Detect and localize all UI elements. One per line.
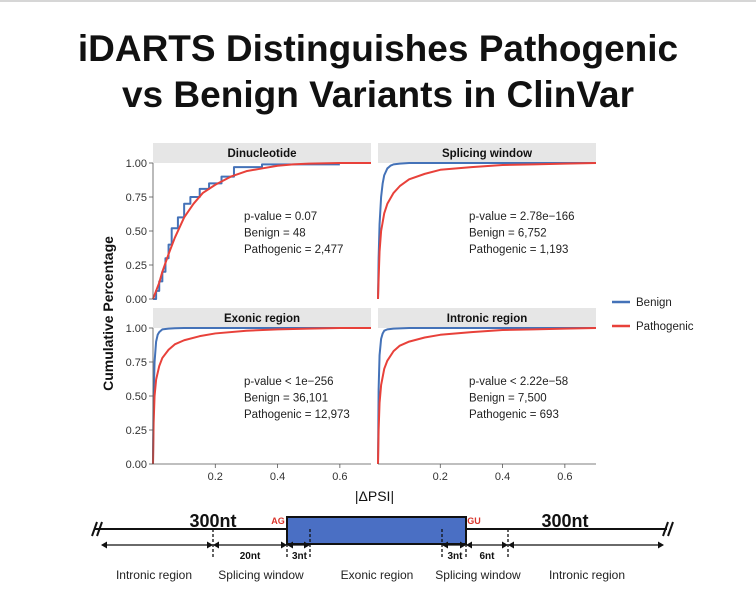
stat-text: Benign = 48: [244, 228, 306, 240]
break-mark: [662, 521, 669, 537]
legend-label-pathogenic: Pathogenic: [636, 321, 694, 333]
left-window-size: 20nt: [240, 551, 261, 562]
plot-area: [153, 163, 371, 299]
arrow-head-right: [304, 541, 310, 549]
facet-title: Splicing window: [442, 148, 532, 160]
facet-panel-exonic-region: Exonic region p-value < 1e−256 Benign = 36…: [126, 308, 371, 483]
arrow-head-left: [442, 541, 448, 549]
y-tick-label: 0.50: [126, 391, 147, 403]
facet-strip: [378, 143, 596, 163]
y-tick-label: 0.00: [126, 294, 147, 306]
stat-text: p-value < 1e−256: [244, 376, 334, 388]
facet-strip: [378, 308, 596, 328]
arrow-head-left: [101, 541, 107, 549]
stat-text: Pathogenic = 2,477: [244, 244, 343, 256]
span-arrow: [287, 541, 310, 549]
y-tick-label: 0.00: [126, 459, 147, 471]
facet-strip: [153, 143, 371, 163]
slide-title-line-2: vs Benign Variants in ClinVar: [121, 74, 634, 115]
series-line-benign: [377, 327, 596, 465]
acceptor-site-label: AG: [271, 516, 285, 526]
donor-site-label: GU: [467, 516, 481, 526]
region-schematic: 300nt 300nt AG GU 20nt 3nt 3nt 6nt Intronic regi…: [91, 511, 674, 582]
stat-text: Benign = 6,752: [469, 228, 547, 240]
right-window-size: 6nt: [480, 551, 496, 562]
arrow-head-left: [287, 541, 293, 549]
arrow-head-left: [213, 541, 219, 549]
left-exon-offset: 3nt: [292, 551, 308, 562]
x-tick-label: 0.4: [270, 471, 285, 483]
series-line-benign: [377, 162, 596, 300]
series-line-pathogenic: [152, 327, 371, 465]
x-axis-title: |ΔPSI|: [355, 488, 394, 504]
y-tick-label: 0.50: [126, 226, 147, 238]
legend-label-benign: Benign: [636, 297, 672, 309]
region-label: Splicing window: [435, 568, 521, 582]
x-tick-label: 0.2: [433, 471, 448, 483]
x-tick-label: 0.6: [332, 471, 347, 483]
x-tick-label: 0.6: [557, 471, 572, 483]
facet-panel-intronic-region: Intronic region p-value < 2.22e−58 Benign …: [377, 308, 597, 483]
facet-title: Intronic region: [447, 313, 528, 325]
left-flank-label: 300nt: [189, 511, 236, 531]
arrow-head-left: [466, 541, 472, 549]
span-arrow: [466, 541, 508, 549]
series-line-pathogenic: [377, 162, 597, 300]
arrow-head-left: [508, 541, 514, 549]
plot-area: [378, 328, 596, 464]
ecdf-facet-chart: Dinucleotide p-value = 0.07 Benign = 48 Pat…: [100, 143, 694, 504]
break-mark: [91, 521, 98, 537]
y-tick-label: 1.00: [126, 323, 147, 335]
break-mark: [96, 521, 103, 537]
span-arrow: [442, 541, 466, 549]
series-line-pathogenic: [152, 162, 371, 300]
facet-strip: [153, 308, 371, 328]
span-arrow: [213, 541, 287, 549]
plot-area: [153, 328, 371, 464]
arrow-head-right: [460, 541, 466, 549]
x-tick-label: 0.4: [495, 471, 510, 483]
exon-box: [286, 516, 467, 545]
arrow-head-right: [658, 541, 664, 549]
stat-text: Benign = 7,500: [469, 393, 547, 405]
stat-text: p-value < 2.22e−58: [469, 376, 568, 388]
y-tick-label: 0.75: [126, 192, 147, 204]
span-arrow: [508, 541, 664, 549]
arrow-head-right: [502, 541, 508, 549]
facet-panel-dinucleotide: Dinucleotide p-value = 0.07 Benign = 48 Pat…: [126, 143, 371, 306]
right-exon-offset: 3nt: [448, 551, 464, 562]
stat-text: Benign = 36,101: [244, 393, 328, 405]
legend: Benign Pathogenic: [612, 297, 694, 333]
region-label: Intronic region: [116, 568, 192, 582]
facet-title: Dinucleotide: [227, 148, 296, 160]
arrow-head-right: [281, 541, 287, 549]
region-label: Exonic region: [341, 568, 414, 582]
series-line-benign: [152, 327, 371, 465]
stat-text: Pathogenic = 693: [469, 409, 559, 421]
break-mark: [667, 521, 674, 537]
stat-text: p-value = 0.07: [244, 211, 317, 223]
arrow-head-right: [207, 541, 213, 549]
series-line-pathogenic: [377, 327, 597, 465]
x-tick-label: 0.2: [208, 471, 223, 483]
stat-text: Pathogenic = 1,193: [469, 244, 568, 256]
series-line-benign: [153, 163, 340, 300]
y-tick-label: 0.75: [126, 357, 147, 369]
span-arrow: [101, 541, 213, 549]
facet-panel-splicing-window: Splicing window p-value = 2.78e−166 Benign…: [377, 143, 597, 300]
region-label: Intronic region: [549, 568, 625, 582]
slide-top-border: [0, 0, 756, 2]
stat-text: p-value = 2.78e−166: [469, 211, 575, 223]
y-tick-label: 0.25: [126, 425, 147, 437]
right-flank-label: 300nt: [541, 511, 588, 531]
slide-title: iDARTS Distinguishes Pathogenic vs Benig…: [0, 26, 756, 118]
facet-title: Exonic region: [224, 313, 300, 325]
y-axis-title: Cumulative Percentage: [100, 236, 116, 391]
region-label: Splicing window: [218, 568, 304, 582]
stat-text: Pathogenic = 12,973: [244, 409, 350, 421]
slide-title-line-1: iDARTS Distinguishes Pathogenic: [77, 28, 679, 69]
y-tick-label: 1.00: [126, 158, 147, 170]
plot-area: [378, 163, 596, 299]
y-tick-label: 0.25: [126, 260, 147, 272]
